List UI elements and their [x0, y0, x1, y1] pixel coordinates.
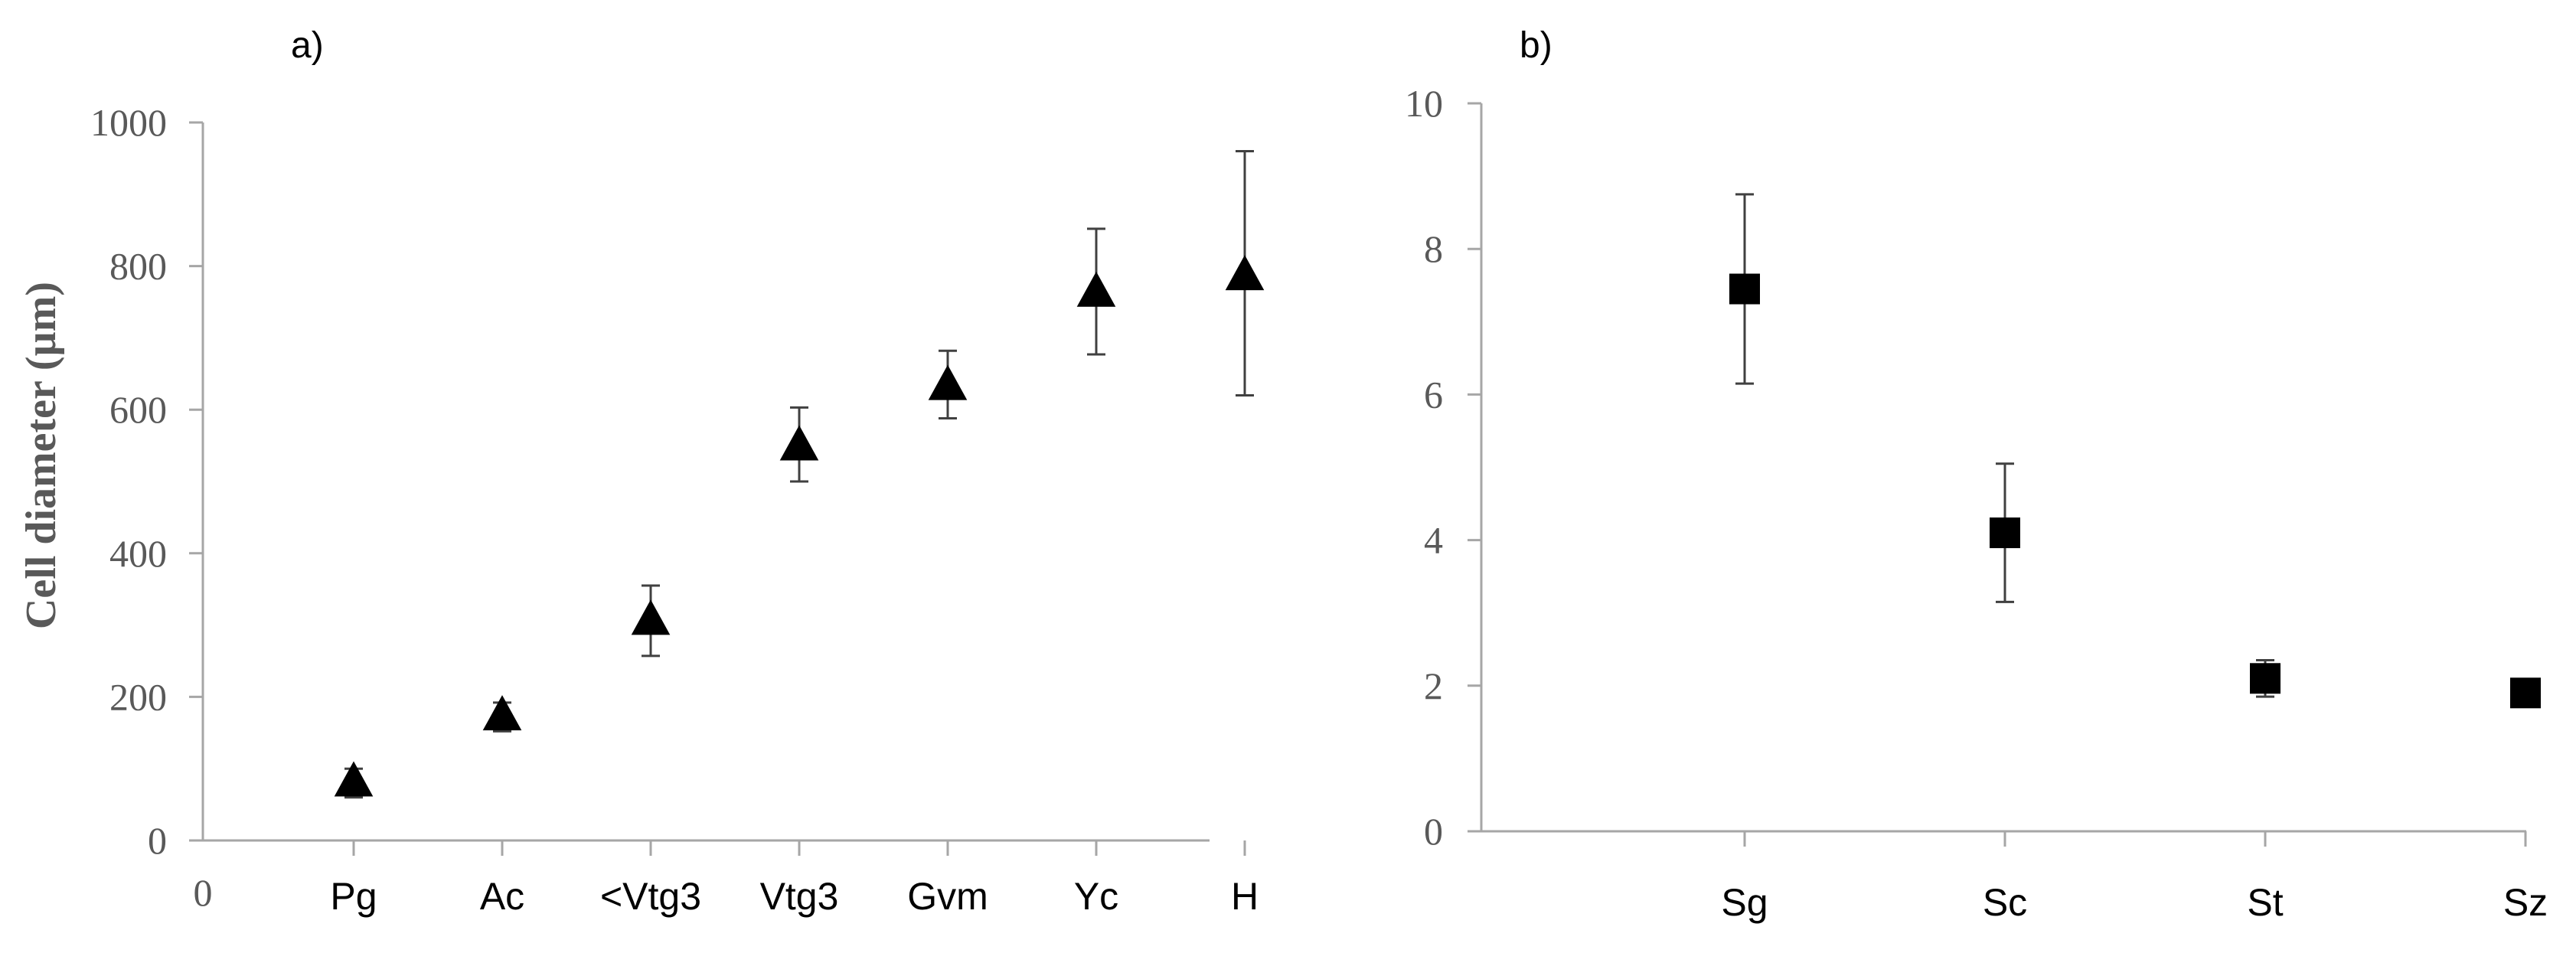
panel-a-data-point — [1225, 255, 1265, 291]
panel-a-y-axis-label: Cell diameter (µm) — [18, 282, 65, 629]
panel-b-y-tick-label: 0 — [1424, 810, 1443, 853]
panel-b-data-point — [2250, 663, 2281, 694]
panel-a-data-point — [482, 695, 522, 731]
panel-a-y-tick-label: 1000 — [90, 101, 167, 144]
panel-b-data-point — [1990, 517, 2020, 549]
panel-b-y-tick-label: 6 — [1424, 373, 1443, 416]
panel-a-x-tick-label: Ac — [480, 875, 524, 918]
panel-b-y-tick-label: 4 — [1424, 519, 1443, 562]
panel-a-label: a) — [291, 25, 324, 66]
panel-b-data-point — [2510, 677, 2541, 709]
panel-a-x-tick-label: H — [1231, 875, 1259, 918]
panel-b-y-tick-label: 8 — [1424, 227, 1443, 270]
panel-a-x-origin-label: 0 — [194, 871, 213, 914]
panel-a-x-tick-label: <Vtg3 — [600, 875, 701, 918]
panel-b-label: b) — [1520, 25, 1552, 66]
panel-a-axes: 0 200 400 600 800 1000 Pg Ac <Vtg3 Vtg3 Gvm Yc H — [90, 101, 1259, 918]
panel-a-data-point — [1076, 271, 1116, 307]
panel-a-y-tick-label: 0 — [148, 819, 167, 862]
panel-a-y-tick-label: 400 — [109, 532, 167, 575]
panel-b-data-point — [1729, 273, 1760, 305]
panel-b-y-tick-label: 10 — [1405, 82, 1443, 125]
panel-a-y-tick-label: 600 — [109, 388, 167, 431]
panel-a-chart: a) Cell diameter (µm) 0 0 200 400 600 800 100… — [18, 25, 1265, 918]
panel-b-x-tick-label: Sc — [1983, 881, 2027, 924]
panel-a-x-tick-label: Vtg3 — [760, 875, 839, 918]
panel-a-data-point — [928, 364, 968, 400]
panel-a-data-point — [779, 425, 819, 461]
panel-b-x-tick-label: Sg — [1721, 881, 1768, 924]
panel-b-axes: 0 2 4 6 8 10 Sg Sc St Sz — [1405, 82, 2548, 924]
panel-a-x-tick-label: Yc — [1074, 875, 1118, 918]
panel-a-y-tick-label: 200 — [109, 675, 167, 718]
panel-a-y-tick-label: 800 — [109, 245, 167, 288]
panel-a-x-tick-label: Gvm — [907, 875, 988, 918]
panel-b-marks — [1729, 193, 2541, 709]
panel-a-x-tick-label: Pg — [330, 875, 377, 918]
panel-b-x-tick-label: St — [2247, 881, 2283, 924]
panel-a-data-point — [631, 599, 671, 635]
panel-b-y-tick-label: 2 — [1424, 664, 1443, 707]
panel-b-x-tick-label: Sz — [2503, 881, 2548, 924]
panel-a-marks — [334, 150, 1265, 799]
panel-b-chart: b) 0 2 4 6 8 10 Sg Sc St Sz — [1405, 25, 2548, 924]
panel-a-data-point — [334, 761, 374, 797]
